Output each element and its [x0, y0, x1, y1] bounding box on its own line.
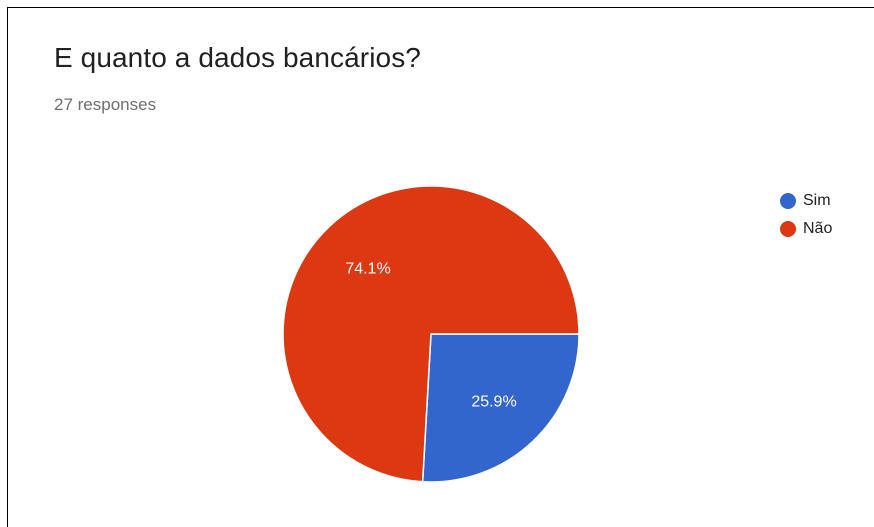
legend-swatch-sim: [780, 193, 796, 209]
pie-slice-nao[interactable]: [282, 185, 580, 483]
pie-label-sim: 25.9%: [471, 394, 516, 411]
legend-item-sim[interactable]: Sim: [780, 187, 832, 215]
legend-swatch-nao: [780, 221, 796, 237]
pie-slice-sim[interactable]: [421, 333, 580, 483]
legend-item-nao[interactable]: Não: [780, 215, 832, 243]
response-count: 27 responses: [54, 95, 157, 114]
pie-label-nao: 74.1%: [345, 260, 390, 277]
legend: Sim Não: [780, 187, 832, 243]
pie-chart: 25.9% 74.1%: [282, 185, 580, 483]
legend-label-sim: Sim: [803, 192, 831, 209]
chart-title: E quanto a dados bancários?: [54, 42, 421, 73]
legend-label-nao: Não: [803, 220, 833, 237]
